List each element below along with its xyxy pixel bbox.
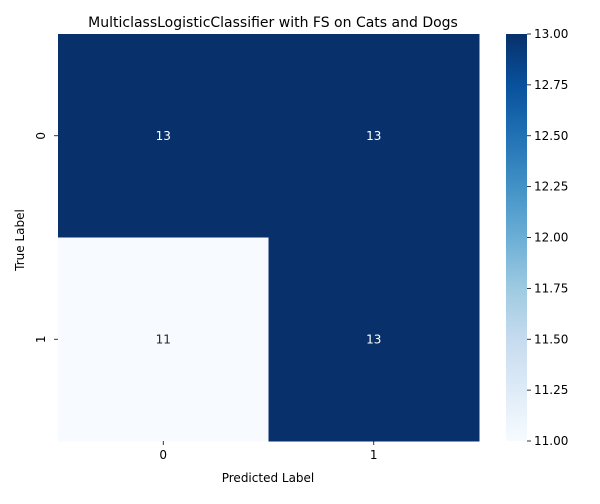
colorbar-tick-label: 11.00	[534, 434, 568, 448]
y-tick-label: 0	[34, 132, 48, 140]
y-tick-label: 1	[34, 335, 48, 343]
y-axis-label: True Label	[13, 209, 27, 272]
colorbar-tick-label: 11.75	[534, 281, 568, 295]
cell-value-label: 13	[366, 129, 381, 143]
colorbar-tick-label: 12.75	[534, 78, 568, 92]
colorbar-tick-label: 11.50	[534, 332, 568, 346]
heatmap-cells	[58, 34, 480, 442]
chart-title: MulticlassLogisticClassifier with FS on …	[88, 15, 458, 31]
colorbar-tick-label: 11.25	[534, 383, 568, 397]
heatmap-cell	[268, 237, 480, 442]
colorbar-ticks: 11.00 11.25 11.50 11.75 12.00 12.25 12.50 12.75…	[527, 27, 568, 448]
cell-value-label: 11	[156, 332, 171, 346]
cell-value-label: 13	[156, 129, 171, 143]
x-axis-label: Predicted Label	[222, 471, 315, 485]
heatmap-cell	[58, 237, 269, 442]
cell-value-label: 13	[366, 332, 381, 346]
cell-value-labels: 13 13 11 13	[156, 129, 382, 347]
y-axis: 01	[34, 132, 58, 343]
heatmap-cell	[268, 34, 480, 238]
colorbar	[506, 34, 527, 441]
heatmap-cell	[58, 34, 269, 238]
x-tick-label: 0	[159, 448, 167, 462]
colorbar-tick-label: 13.00	[534, 27, 568, 41]
colorbar-tick-label: 12.25	[534, 180, 568, 194]
x-tick-label: 1	[370, 448, 378, 462]
colorbar-tick-label: 12.00	[534, 231, 568, 245]
colorbar-tick-label: 12.50	[534, 129, 568, 143]
